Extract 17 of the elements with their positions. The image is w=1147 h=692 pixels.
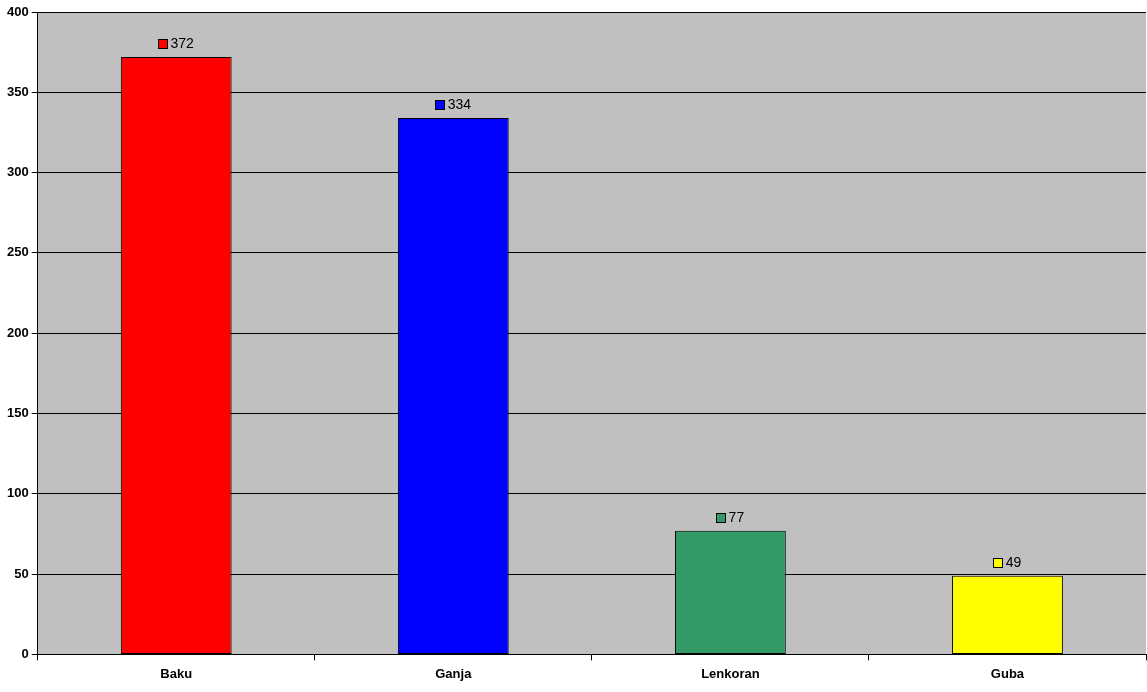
- data-label: 372: [170, 34, 195, 51]
- x-tick-label: Lenkoran: [701, 665, 760, 681]
- data-label: 77: [728, 508, 745, 525]
- y-tick-label: 350: [6, 83, 29, 99]
- y-tick-label: 250: [6, 244, 29, 260]
- data-label: 334: [447, 95, 472, 112]
- y-tick-label: 200: [6, 324, 29, 340]
- y-tick-label: 50: [14, 565, 29, 581]
- x-tick-label: Ganja: [435, 665, 473, 681]
- y-tick-label: 0: [21, 645, 29, 661]
- y-tick-label: 400: [6, 3, 29, 19]
- x-tick-label: Baku: [160, 665, 193, 681]
- data-label: 49: [1005, 553, 1022, 570]
- y-tick-label: 100: [6, 485, 29, 501]
- x-tick-label: Guba: [990, 665, 1025, 681]
- y-tick-label: 300: [6, 164, 29, 180]
- y-tick-label: 150: [6, 405, 29, 421]
